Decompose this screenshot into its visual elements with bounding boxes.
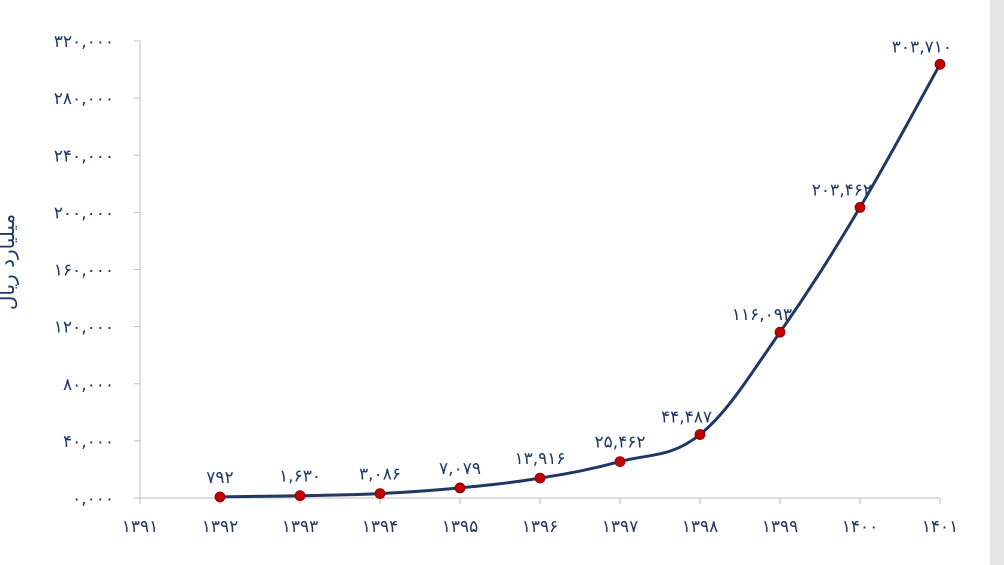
data-label: ۱۱۶,۰۹۳ (732, 305, 792, 325)
y-tick-label: ۸۰,۰۰۰ (63, 375, 114, 395)
data-point (694, 429, 706, 440)
x-tick-label: ۱۳۹۱ (122, 517, 159, 537)
data-labels: ۷۹۲ ۱,۶۳۰ ۳,۰۸۶ ۷,۰۷۹ ۱۳,۹۱۶ ۲۵,۴۶۲ ۴۴,۴۸۷ ۱۱۶,… (206, 37, 952, 488)
x-tick-label: ۱۴۰۰ (842, 517, 879, 537)
data-label: ۳,۰۸۶ (359, 465, 401, 485)
x-tick-label: ۱۳۹۸ (682, 517, 719, 537)
y-tick-label: ۳۲۰,۰۰۰ (54, 32, 114, 52)
x-tick-label: ۱۳۹۵ (442, 517, 479, 537)
data-label: ۳۰۳,۷۱۰ (892, 37, 952, 57)
data-point (454, 482, 466, 494)
data-point (934, 58, 946, 70)
x-tick-label: ۱۳۹۴ (362, 517, 399, 537)
y-tick-label: ۲۸۰,۰۰۰ (54, 89, 114, 109)
x-tick-label: ۱۳۹۳ (282, 517, 319, 537)
data-point (374, 488, 386, 500)
y-tick-label: ۴۰,۰۰۰ (63, 432, 114, 452)
window-edge-bar (990, 0, 1004, 565)
data-label: ۱۳,۹۱۶ (514, 449, 565, 469)
data-label: ۲۵,۴۶۲ (594, 433, 645, 453)
y-tick-label: ۲۴۰,۰۰۰ (54, 146, 114, 166)
x-tick-label: ۱۳۹۹ (762, 517, 799, 537)
data-point (854, 201, 866, 213)
data-point (614, 456, 626, 468)
x-tick-label: ۱۳۹۲ (202, 517, 239, 537)
y-axis-title: میلیارد ریال (0, 214, 19, 310)
y-tick-label: ۱۶۰,۰۰۰ (54, 261, 114, 281)
data-point (294, 490, 306, 502)
x-tick-label: ۱۳۹۷ (602, 517, 639, 537)
data-markers (214, 58, 946, 503)
data-label: ۴۴,۴۸۷ (661, 408, 712, 428)
x-tick-label: ۱۴۰۱ (922, 517, 959, 537)
axes (139, 41, 940, 499)
data-point (534, 472, 546, 484)
data-label: ۲۰۳,۴۶۲ (812, 180, 872, 200)
y-tick-label: ۲۰۰,۰۰۰ (54, 203, 114, 223)
data-point (774, 326, 786, 338)
y-axis-ticks: ۰,۰۰۰ ۴۰,۰۰۰ ۸۰,۰۰۰ ۱۲۰,۰۰۰ ۱۶۰,۰۰۰ ۲۰۰,۰۰۰ ۲۴… (54, 32, 140, 509)
y-tick-label: ۰,۰۰۰ (72, 489, 114, 509)
x-tick-label: ۱۳۹۶ (522, 517, 559, 537)
x-axis-ticks: ۱۳۹۱ ۱۳۹۲ ۱۳۹۳ ۱۳۹۴ ۱۳۹۵ ۱۳۹۶ ۱۳۹۷ ۱۳۹۸ ۱۳۹۹ ۱۴۰۰… (122, 498, 959, 537)
data-label: ۱,۶۳۰ (279, 467, 321, 487)
y-tick-label: ۱۲۰,۰۰۰ (54, 318, 114, 338)
data-point (214, 491, 226, 503)
series-line (219, 63, 942, 499)
data-label: ۷۹۲ (206, 468, 233, 488)
data-label: ۷,۰۷۹ (439, 459, 481, 479)
